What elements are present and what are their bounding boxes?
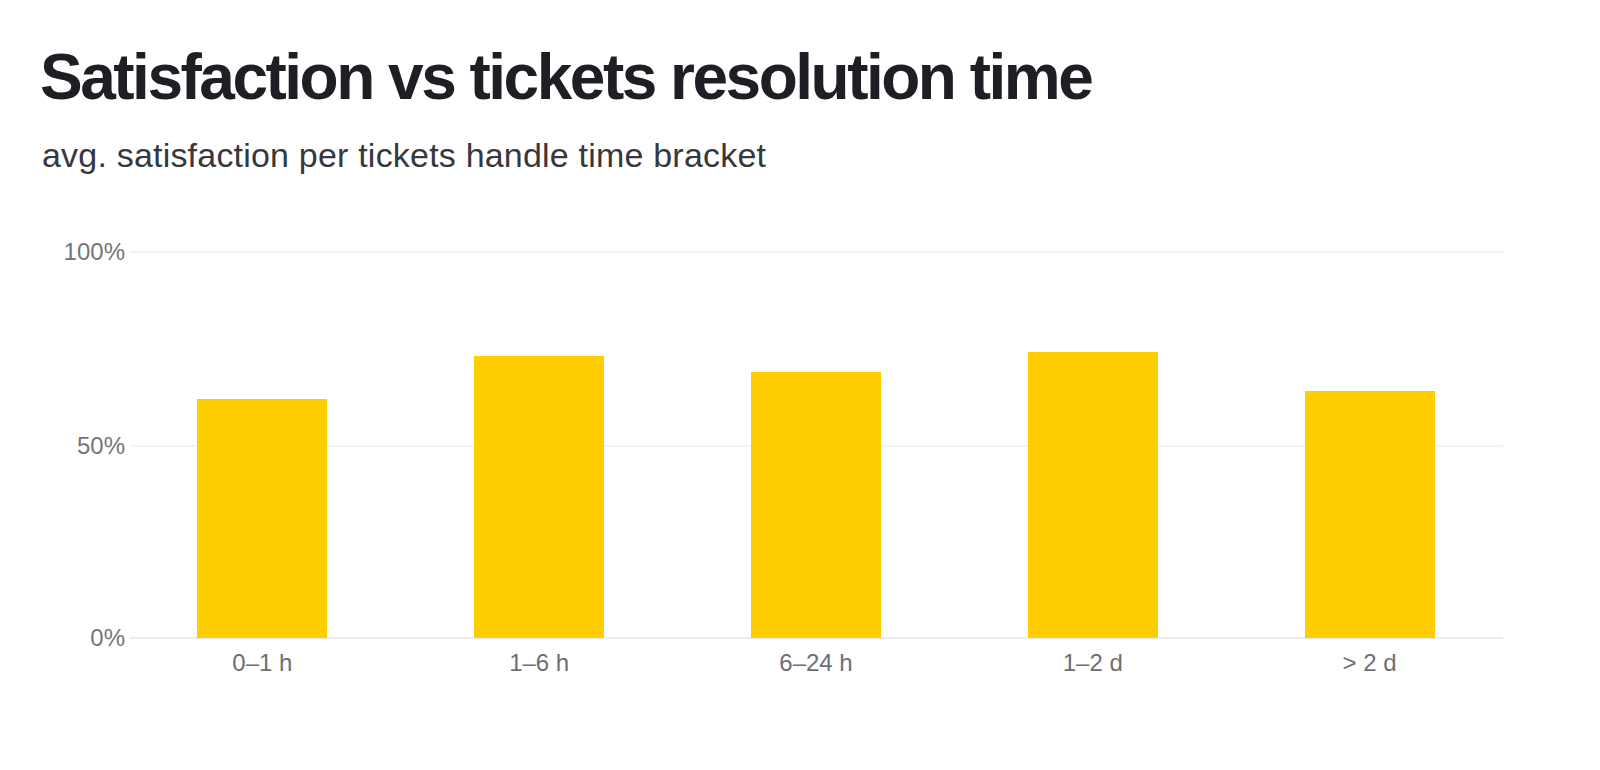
bar-chart: 100% 50% 0% 0–1 h1–6 h6–24 h1–2 d> 2 d xyxy=(0,225,1600,725)
bar-1–2d xyxy=(1028,352,1158,638)
bar-slot xyxy=(1231,252,1508,638)
y-tick-label-50: 50% xyxy=(30,434,125,458)
chart-title: Satisfaction vs tickets resolution time xyxy=(40,44,1091,111)
bar-1–6h xyxy=(474,356,604,638)
bar-slot xyxy=(954,252,1231,638)
x-tick-label: 0–1 h xyxy=(124,649,401,677)
x-tick-label: 1–6 h xyxy=(401,649,678,677)
x-axis-labels: 0–1 h1–6 h6–24 h1–2 d> 2 d xyxy=(124,649,1508,677)
bar->2d xyxy=(1305,391,1435,638)
bar-0–1h xyxy=(197,399,327,638)
x-tick-label: 6–24 h xyxy=(678,649,955,677)
x-tick-label: 1–2 d xyxy=(954,649,1231,677)
dashboard-chart-card: Satisfaction vs tickets resolution time … xyxy=(0,0,1600,770)
bar-6–24h xyxy=(751,372,881,638)
bar-slot xyxy=(678,252,955,638)
bar-slot xyxy=(124,252,401,638)
y-tick-label-100: 100% xyxy=(30,240,125,264)
bar-slot xyxy=(401,252,678,638)
x-tick-label: > 2 d xyxy=(1231,649,1508,677)
chart-subtitle: avg. satisfaction per tickets handle tim… xyxy=(42,136,766,175)
y-tick-label-0: 0% xyxy=(30,626,125,650)
plot-area xyxy=(124,252,1508,638)
